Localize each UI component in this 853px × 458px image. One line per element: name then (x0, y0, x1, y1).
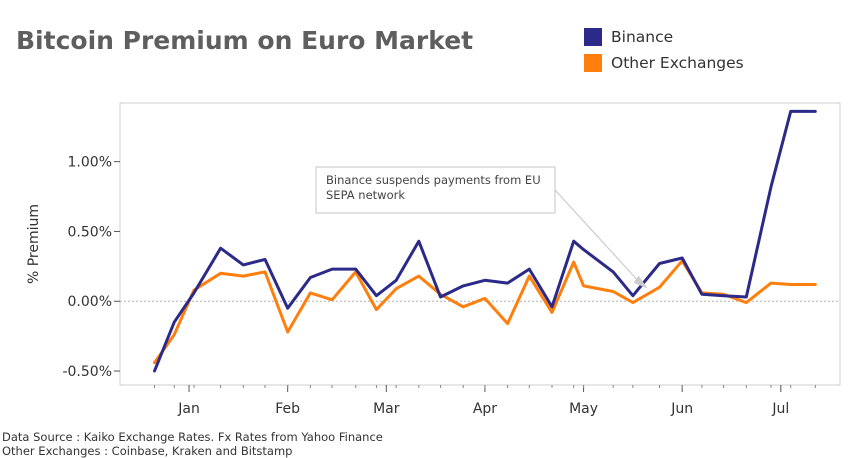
other-exchanges-note: Other Exchanges : Coinbase, Kraken and B… (2, 444, 293, 458)
legend-swatch-other-exchanges (584, 54, 602, 72)
legend-item-binance[interactable]: Binance (584, 24, 744, 50)
legend: Binance Other Exchanges (584, 24, 744, 76)
x-tick-label: Jul (771, 401, 789, 417)
legend-label-other-exchanges: Other Exchanges (611, 54, 744, 72)
annotation-text: SEPA network (326, 188, 405, 202)
annotation-box (315, 166, 556, 214)
x-tick-label: Mar (373, 401, 400, 417)
legend-swatch-binance (584, 28, 602, 46)
series-line-binance (153, 109, 817, 373)
x-tick-label: Apr (473, 401, 497, 417)
y-tick-label: -0.50% (62, 364, 112, 380)
annotation-connector (554, 189, 643, 286)
series-line-other-exchanges (153, 259, 817, 365)
plot-frame (119, 102, 841, 386)
chart-title: Bitcoin Premium on Euro Market (16, 26, 474, 55)
annotation-arrowhead (633, 275, 648, 289)
legend-label-binance: Binance (611, 28, 674, 46)
x-tick-label: Jan (177, 401, 200, 417)
x-tick-label: Jun (670, 401, 693, 417)
y-tick-label: 1.00% (68, 155, 112, 171)
annotation-text: Binance suspends payments from EU (326, 173, 541, 187)
x-tick-label: Feb (275, 401, 300, 417)
y-axis-title: % Premium (26, 204, 42, 284)
data-source-note: Data Source : Kaiko Exchange Rates. Fx R… (2, 430, 383, 444)
legend-item-other-exchanges[interactable]: Other Exchanges (584, 50, 744, 76)
x-tick-label: May (569, 401, 598, 417)
y-tick-label: 0.00% (68, 294, 112, 310)
y-tick-label: 0.50% (68, 224, 112, 240)
